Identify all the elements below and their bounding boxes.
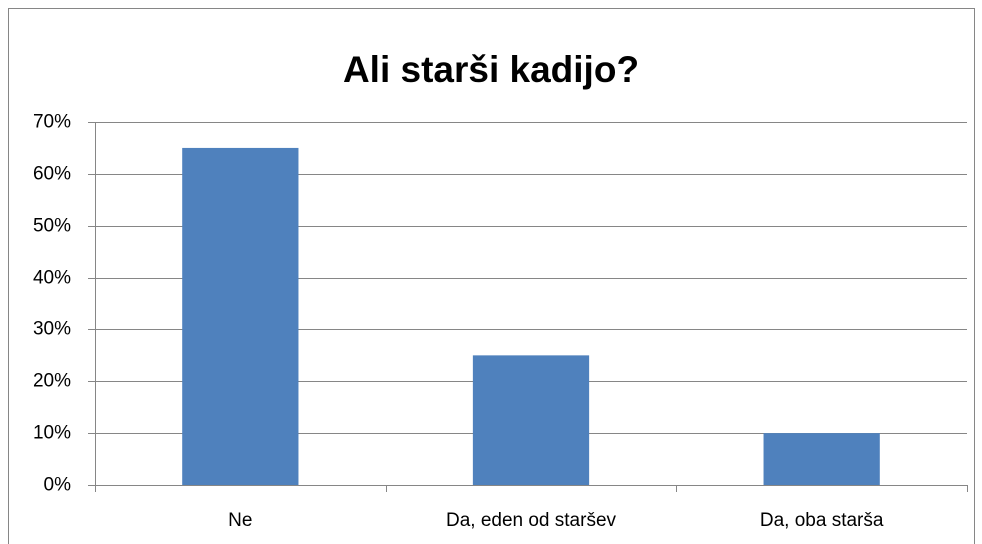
y-tick-label: 40% [33, 268, 71, 289]
y-tick-label: 0% [44, 475, 72, 496]
y-tick-label: 70% [33, 112, 71, 133]
x-tick-label: Ne [228, 510, 252, 531]
y-tick-label: 50% [33, 216, 71, 237]
y-tick-label: 20% [33, 371, 71, 392]
x-tick-label: Da, eden od staršev [446, 510, 617, 531]
y-tick-label: 10% [33, 423, 71, 444]
bar [182, 147, 299, 485]
chart-title: Ali starši kadijo? [343, 49, 639, 90]
x-tick-label: Da, oba starša [760, 510, 884, 531]
y-tick-label: 60% [33, 164, 71, 185]
y-tick-label: 30% [33, 319, 71, 340]
bar [472, 355, 590, 485]
bar [763, 433, 880, 485]
